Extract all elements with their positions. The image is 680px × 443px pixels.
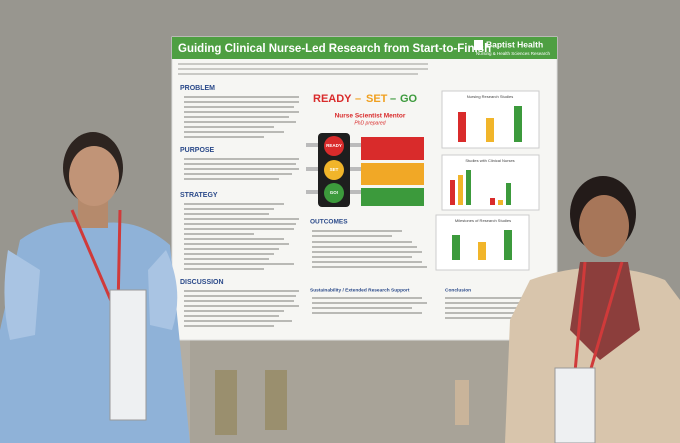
poster-title: Guiding Clinical Nurse-Led Research from… xyxy=(178,43,491,55)
section-heading: STRATEGY xyxy=(180,192,218,199)
green-light xyxy=(324,183,344,203)
badge xyxy=(109,289,147,421)
background-person xyxy=(215,370,237,435)
go-word: GO xyxy=(400,93,418,105)
poster-bar xyxy=(478,242,486,260)
poster-bar xyxy=(504,230,512,260)
section-heading: PROBLEM xyxy=(180,85,215,92)
poster-bar xyxy=(514,106,522,142)
ready-box xyxy=(361,137,424,160)
body-text xyxy=(312,230,545,319)
poster-header xyxy=(172,37,557,59)
dash: – xyxy=(355,93,361,105)
person-face xyxy=(69,146,119,206)
poster-bar xyxy=(506,183,511,205)
brand-subtitle: Nursing & Health Sciences Research xyxy=(476,51,551,56)
mentor: Nurse Scientist Mentor xyxy=(335,113,406,120)
ready-word: READY xyxy=(313,93,352,105)
brand: Baptist Health xyxy=(486,39,543,49)
section-heading: DISCUSSION xyxy=(180,279,224,286)
dash: – xyxy=(390,93,396,105)
set-box xyxy=(361,163,424,185)
badge xyxy=(554,367,596,443)
section-heading: PURPOSE xyxy=(180,147,215,154)
chart-title: Studies with Clinical Nurses xyxy=(465,158,514,163)
poster-bar xyxy=(486,118,494,142)
poster-bar xyxy=(466,170,471,205)
yellow-light xyxy=(324,160,344,180)
poster-bar xyxy=(458,175,463,205)
body-text xyxy=(184,96,299,327)
person-sleeve xyxy=(148,250,178,330)
person-top xyxy=(570,262,640,360)
author-lines xyxy=(178,63,428,75)
poster-bar xyxy=(450,180,455,205)
light-label: SET xyxy=(330,167,339,172)
person-face xyxy=(579,195,629,257)
light-label: READY xyxy=(326,143,342,148)
poster-bar xyxy=(490,198,495,205)
red-light xyxy=(324,136,344,156)
chart-title: Nursing Research Studies xyxy=(467,94,513,99)
set-word: SET xyxy=(366,93,388,105)
background-person xyxy=(455,380,469,425)
section-heading: Conclusion xyxy=(445,287,471,293)
mentor-note: PhD prepared xyxy=(354,120,385,126)
person-sleeve xyxy=(4,250,41,340)
section-heading: Sustainability / Extended Research Suppo… xyxy=(310,287,410,293)
lanyard xyxy=(573,261,624,373)
go-box xyxy=(361,188,424,206)
chart-title: Milestones of Research Studies xyxy=(455,218,511,223)
section-heading: OUTCOMES xyxy=(310,219,348,226)
poster-bar xyxy=(452,235,460,260)
poster-bar xyxy=(458,112,466,142)
light-label: GO! xyxy=(330,190,339,195)
poster-bar xyxy=(498,200,503,205)
background-person xyxy=(265,370,287,430)
brand-logo xyxy=(474,40,483,50)
